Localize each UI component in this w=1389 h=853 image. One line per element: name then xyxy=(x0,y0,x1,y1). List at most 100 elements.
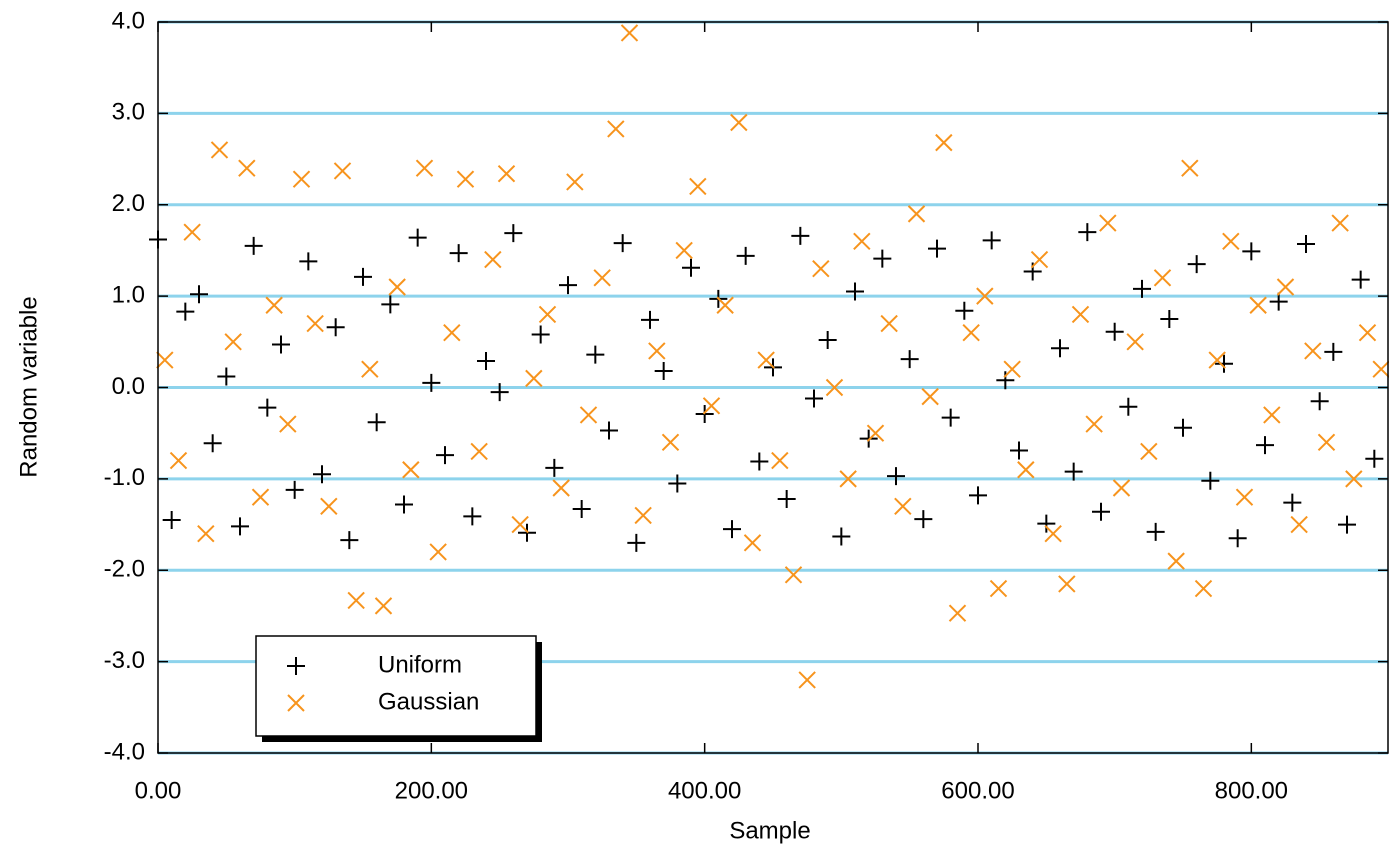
point xyxy=(545,458,564,477)
point xyxy=(1153,269,1172,287)
point xyxy=(484,250,502,269)
point xyxy=(422,373,441,392)
point xyxy=(907,205,926,223)
y-tick-label: 2.0 xyxy=(112,190,145,217)
point xyxy=(1030,250,1049,269)
point xyxy=(962,323,980,342)
point xyxy=(1304,342,1322,360)
point xyxy=(730,113,748,132)
point xyxy=(1208,351,1226,369)
point xyxy=(955,301,974,320)
point xyxy=(661,433,680,452)
x-tick-label: 800.00 xyxy=(1215,777,1288,804)
point xyxy=(1317,433,1336,452)
point xyxy=(634,506,652,525)
point xyxy=(866,424,885,442)
point xyxy=(771,451,789,470)
point xyxy=(402,461,420,479)
point xyxy=(928,239,946,258)
point xyxy=(593,269,611,287)
y-tick-label: -2.0 xyxy=(104,556,145,583)
point xyxy=(1160,309,1179,328)
point xyxy=(579,406,598,424)
point xyxy=(839,470,857,488)
point xyxy=(969,486,987,505)
point xyxy=(607,120,625,138)
point xyxy=(1358,323,1377,342)
y-tick-label: -3.0 xyxy=(104,647,145,674)
point xyxy=(1140,442,1158,461)
point xyxy=(1119,397,1138,416)
point xyxy=(395,495,413,514)
point xyxy=(176,302,195,321)
point xyxy=(306,314,324,333)
point xyxy=(197,524,215,543)
point xyxy=(716,296,734,314)
x-axis-label: Sample xyxy=(729,817,810,844)
point xyxy=(1099,214,1117,232)
point xyxy=(641,310,659,329)
point xyxy=(361,360,379,378)
point xyxy=(381,295,400,314)
point xyxy=(1133,279,1151,298)
point xyxy=(853,232,871,251)
point xyxy=(552,479,570,497)
point xyxy=(1345,470,1363,488)
point xyxy=(832,527,851,546)
point xyxy=(210,141,229,159)
point xyxy=(251,488,270,506)
point xyxy=(1256,436,1274,455)
x-tick-label: 200.00 xyxy=(395,777,468,804)
point xyxy=(689,177,707,196)
point xyxy=(511,515,529,534)
point xyxy=(538,305,557,324)
point xyxy=(436,446,454,465)
point xyxy=(333,162,352,180)
point xyxy=(497,164,516,183)
point xyxy=(846,282,864,301)
point xyxy=(490,383,509,402)
point xyxy=(1146,522,1165,541)
point xyxy=(1092,502,1110,521)
point xyxy=(654,362,673,381)
point xyxy=(1126,333,1144,351)
y-tick-label: 0.0 xyxy=(112,373,145,400)
point xyxy=(1167,552,1185,570)
point xyxy=(1310,392,1329,411)
point xyxy=(620,24,639,42)
point xyxy=(1085,415,1103,433)
point xyxy=(976,287,994,305)
point xyxy=(1051,339,1069,358)
point xyxy=(272,335,290,354)
y-tick-label: -1.0 xyxy=(104,464,145,491)
point xyxy=(1064,462,1083,481)
point xyxy=(668,474,687,493)
point xyxy=(750,452,769,471)
y-tick-label: 4.0 xyxy=(112,7,145,34)
point xyxy=(374,597,393,615)
point xyxy=(948,604,967,622)
point xyxy=(320,497,338,515)
point xyxy=(238,159,256,177)
legend: Uniform Gaussian xyxy=(255,635,542,742)
point xyxy=(408,228,427,247)
point xyxy=(627,533,646,552)
point xyxy=(1058,575,1076,593)
point xyxy=(941,408,960,427)
point xyxy=(894,497,912,515)
point xyxy=(914,510,933,529)
point xyxy=(1194,579,1213,598)
point xyxy=(825,378,844,397)
point xyxy=(183,223,201,241)
point xyxy=(784,566,803,584)
point xyxy=(1351,270,1370,289)
point xyxy=(531,325,550,344)
point xyxy=(1037,514,1056,533)
point xyxy=(292,170,311,188)
point xyxy=(1263,406,1281,424)
point xyxy=(798,671,816,689)
point xyxy=(347,591,365,610)
point xyxy=(525,369,543,388)
